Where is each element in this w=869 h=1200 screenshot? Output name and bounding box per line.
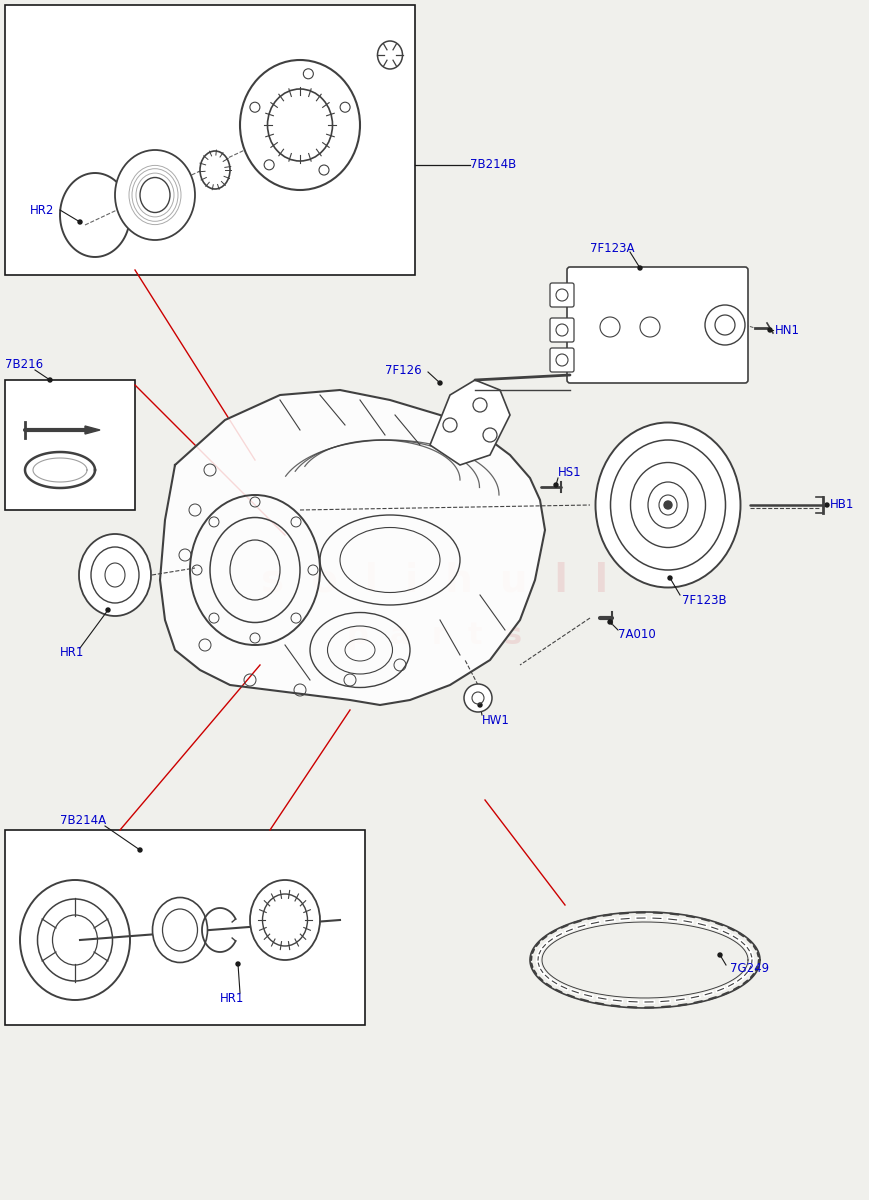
Text: HS1: HS1 xyxy=(557,466,581,479)
Circle shape xyxy=(717,953,721,958)
Bar xyxy=(613,538,629,554)
Circle shape xyxy=(600,317,620,337)
Ellipse shape xyxy=(200,151,229,188)
Circle shape xyxy=(463,684,492,712)
Text: 7B214A: 7B214A xyxy=(60,814,106,827)
Text: 7F123B: 7F123B xyxy=(681,594,726,606)
Circle shape xyxy=(555,324,567,336)
Text: 7F126: 7F126 xyxy=(385,364,421,377)
Bar xyxy=(630,518,647,536)
Ellipse shape xyxy=(152,898,208,962)
Circle shape xyxy=(138,848,142,852)
Text: 7G249: 7G249 xyxy=(729,961,768,974)
Circle shape xyxy=(249,102,260,113)
Circle shape xyxy=(640,317,660,337)
Bar xyxy=(684,464,701,482)
Text: HR2: HR2 xyxy=(30,204,55,216)
Circle shape xyxy=(477,703,481,707)
FancyBboxPatch shape xyxy=(549,318,574,342)
Circle shape xyxy=(714,314,734,335)
FancyBboxPatch shape xyxy=(567,266,747,383)
Ellipse shape xyxy=(377,41,402,68)
Ellipse shape xyxy=(267,89,332,161)
Bar xyxy=(648,464,666,482)
Circle shape xyxy=(663,502,671,509)
Polygon shape xyxy=(85,426,100,434)
Bar xyxy=(684,538,701,554)
Ellipse shape xyxy=(20,880,129,1000)
Circle shape xyxy=(48,378,52,382)
Text: 7B216: 7B216 xyxy=(5,359,43,372)
Bar xyxy=(613,464,629,482)
Circle shape xyxy=(767,328,771,332)
Text: HR1: HR1 xyxy=(220,991,244,1004)
FancyBboxPatch shape xyxy=(549,348,574,372)
Bar xyxy=(630,482,647,500)
Ellipse shape xyxy=(594,422,740,588)
Ellipse shape xyxy=(240,60,360,190)
Circle shape xyxy=(555,289,567,301)
Text: HW1: HW1 xyxy=(481,714,509,726)
Circle shape xyxy=(106,608,109,612)
Circle shape xyxy=(437,382,441,385)
Circle shape xyxy=(340,102,349,113)
Bar xyxy=(5,380,135,510)
Text: 7A010: 7A010 xyxy=(617,629,655,642)
Bar xyxy=(667,518,683,536)
Circle shape xyxy=(607,620,611,624)
Text: HR1: HR1 xyxy=(60,646,84,659)
Bar xyxy=(5,830,365,1025)
Bar xyxy=(613,502,629,518)
Bar xyxy=(702,482,720,500)
Text: 7B214B: 7B214B xyxy=(469,158,515,172)
Text: HB1: HB1 xyxy=(829,498,853,511)
Text: HN1: HN1 xyxy=(774,324,799,336)
Bar xyxy=(702,518,720,536)
Ellipse shape xyxy=(79,534,151,616)
Bar xyxy=(648,502,666,518)
Circle shape xyxy=(554,482,557,487)
Text: p  a  r  t  s: p a r t s xyxy=(347,620,522,649)
Circle shape xyxy=(303,68,313,79)
Text: s  o  l  i  h  u  l  l: s o l i h u l l xyxy=(262,560,607,599)
Circle shape xyxy=(555,354,567,366)
Circle shape xyxy=(667,576,671,580)
Bar xyxy=(667,482,683,500)
Circle shape xyxy=(319,166,328,175)
Bar xyxy=(684,502,701,518)
Polygon shape xyxy=(429,380,509,464)
Text: 7F123A: 7F123A xyxy=(589,241,634,254)
Circle shape xyxy=(78,220,82,224)
Bar xyxy=(648,538,666,554)
Circle shape xyxy=(824,503,828,506)
Circle shape xyxy=(637,266,641,270)
Ellipse shape xyxy=(115,150,195,240)
Ellipse shape xyxy=(140,178,169,212)
Circle shape xyxy=(704,305,744,346)
Ellipse shape xyxy=(249,880,320,960)
Bar xyxy=(5,5,415,275)
Circle shape xyxy=(264,160,274,170)
Circle shape xyxy=(235,962,240,966)
FancyBboxPatch shape xyxy=(549,283,574,307)
Polygon shape xyxy=(160,390,544,704)
